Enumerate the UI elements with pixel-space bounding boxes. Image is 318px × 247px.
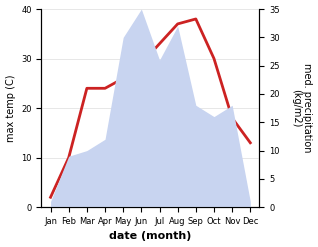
Y-axis label: max temp (C): max temp (C) — [5, 74, 16, 142]
Y-axis label: med. precipitation
(kg/m2): med. precipitation (kg/m2) — [291, 63, 313, 153]
X-axis label: date (month): date (month) — [109, 231, 192, 242]
